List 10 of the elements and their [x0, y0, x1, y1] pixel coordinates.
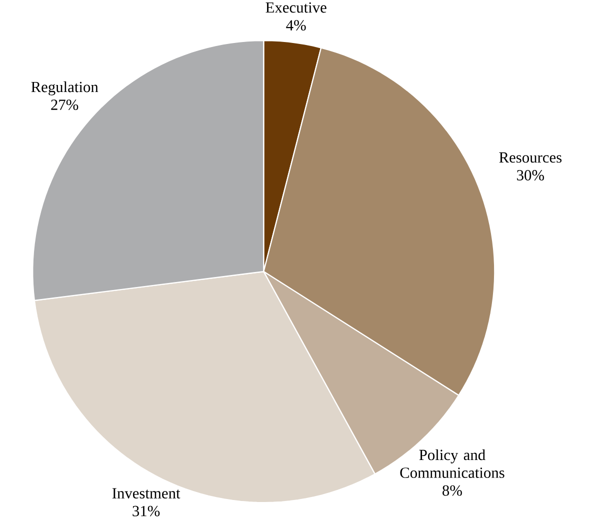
data-label: 4% [286, 20, 306, 31]
slice-label: Executive [266, 2, 326, 13]
slice-label: Investment [112, 488, 180, 499]
data-label: 27% [51, 100, 78, 110]
data-label: 30% [517, 170, 544, 181]
data-label: 8% [442, 485, 462, 496]
data-label: 31% [132, 506, 160, 516]
slice-label: Policy and Communications [400, 449, 504, 478]
slice-label: Resources [499, 152, 562, 163]
slice-label: Regulation [31, 82, 98, 96]
